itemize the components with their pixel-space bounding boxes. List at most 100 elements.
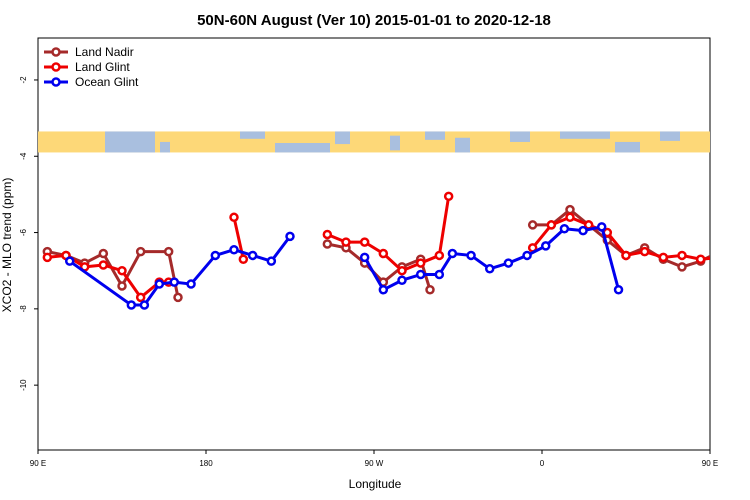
data-point	[735, 252, 742, 259]
data-point	[64, 256, 75, 266]
data-point	[322, 229, 333, 240]
data-point	[565, 212, 575, 223]
data-point	[378, 248, 389, 259]
data-point	[447, 248, 458, 259]
data-point	[639, 246, 650, 257]
data-point	[546, 220, 557, 230]
series-ocean-glint	[64, 222, 624, 310]
y-axis: -2 -4 -6 -8 -10	[19, 76, 38, 391]
data-point	[527, 220, 538, 230]
y-tick-label: -6	[19, 228, 28, 236]
data-point	[434, 269, 445, 280]
map-water-patch	[455, 137, 470, 153]
x-tick-label: 90 E	[702, 459, 718, 468]
data-point	[139, 300, 150, 310]
data-point	[126, 300, 137, 310]
data-point	[378, 285, 389, 295]
x-axis-title: Longitude	[349, 477, 402, 491]
map-band-background	[38, 131, 710, 153]
data-point	[415, 269, 426, 280]
chart-title: 50N-60N August (Ver 10) 2015-01-01 to 20…	[197, 12, 551, 29]
data-point	[484, 264, 495, 274]
legend-swatch-marker	[51, 77, 61, 87]
data-point	[210, 250, 221, 261]
data-point	[229, 212, 239, 223]
map-water-patch	[105, 131, 155, 153]
data-point	[540, 241, 551, 251]
legend-swatch-marker	[51, 47, 61, 57]
map-water-patch	[510, 131, 530, 142]
data-point	[169, 277, 180, 287]
data-point	[677, 250, 687, 261]
data-point	[425, 285, 435, 295]
map-water-patch	[275, 143, 330, 153]
map-band-water	[105, 131, 680, 153]
data-point	[677, 262, 687, 272]
legend-label: Ocean Glint	[75, 75, 139, 89]
legend-swatch-marker	[51, 62, 61, 72]
data-point	[98, 260, 109, 270]
map-water-patch	[160, 141, 170, 153]
legend-label: Land Nadir	[75, 45, 134, 59]
data-point	[443, 191, 454, 202]
data-point	[466, 250, 476, 261]
data-point	[42, 252, 53, 263]
data-point	[565, 204, 575, 215]
plot-frame	[37, 37, 711, 451]
map-water-patch	[240, 131, 265, 139]
data-point	[341, 237, 351, 247]
data-point	[522, 250, 532, 261]
data-point	[596, 222, 607, 232]
data-point	[415, 258, 426, 268]
data-point	[173, 292, 183, 303]
map-water-patch	[560, 131, 610, 139]
data-point	[397, 275, 407, 285]
data-point	[238, 254, 249, 265]
data-point	[716, 254, 723, 261]
data-point	[135, 246, 146, 257]
data-point	[135, 292, 146, 303]
map-water-patch	[335, 131, 350, 145]
data-point	[578, 225, 588, 236]
x-tick-label: 0	[540, 459, 545, 468]
series-land-glint	[42, 191, 742, 303]
x-tick-label: 180	[199, 459, 213, 468]
data-point	[285, 231, 295, 242]
data-point	[735, 252, 742, 259]
data-point	[186, 279, 196, 289]
data-point	[117, 265, 127, 276]
data-point	[117, 281, 127, 291]
data-point	[503, 258, 514, 268]
y-axis-title: XCO2 - MLO trend (ppm)	[0, 178, 14, 313]
data-point	[658, 252, 669, 263]
y-tick-label: -4	[19, 152, 28, 160]
data-point	[613, 285, 624, 295]
world-map-band	[38, 131, 710, 153]
data-point	[434, 250, 445, 261]
data-point	[359, 237, 370, 247]
map-water-patch	[660, 131, 680, 141]
data-point	[247, 250, 258, 261]
data-point	[98, 248, 109, 259]
series-layer	[42, 191, 742, 310]
data-point	[163, 246, 174, 257]
y-tick-label: -10	[19, 379, 28, 391]
legend-label: Land Glint	[75, 60, 130, 74]
data-point	[695, 254, 706, 265]
data-point	[229, 244, 239, 255]
data-point	[359, 252, 370, 263]
data-point	[716, 248, 723, 255]
data-point	[397, 265, 407, 276]
x-axis: 90 E 180 90 W 0 90 E	[30, 450, 718, 468]
map-water-patch	[390, 135, 400, 151]
x-tick-label: 90 W	[365, 459, 384, 468]
data-point	[559, 223, 570, 234]
map-water-patch	[615, 141, 640, 153]
y-tick-label: -8	[19, 305, 28, 313]
data-point	[322, 239, 333, 249]
data-point	[621, 250, 631, 261]
y-tick-label: -2	[19, 76, 28, 84]
data-point	[266, 256, 277, 266]
